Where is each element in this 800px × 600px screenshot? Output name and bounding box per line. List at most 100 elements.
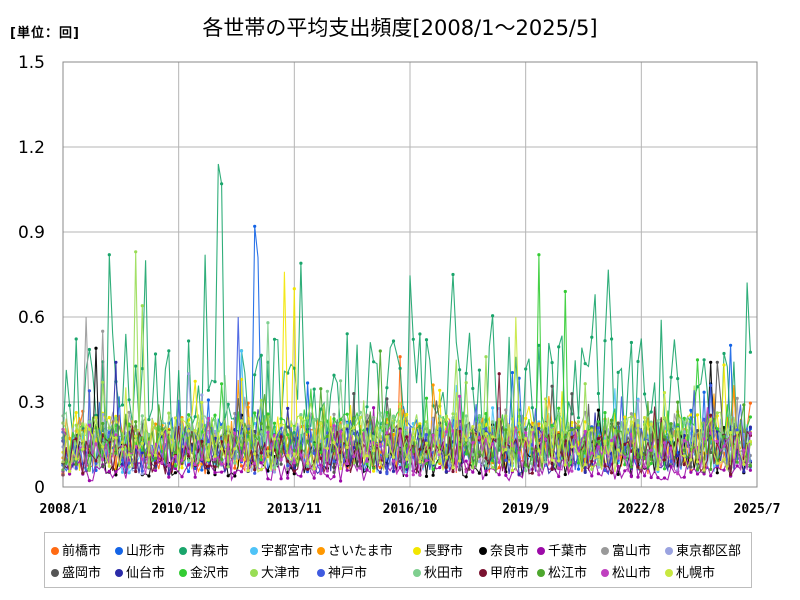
- data-point: [372, 466, 376, 470]
- legend-marker-icon: [601, 547, 609, 555]
- data-point: [220, 382, 224, 386]
- data-point: [464, 381, 468, 385]
- data-point: [424, 474, 429, 478]
- data-point: [259, 398, 263, 402]
- data-point: [497, 372, 501, 376]
- data-point: [187, 458, 191, 463]
- data-point: [411, 473, 415, 477]
- data-point: [596, 472, 601, 476]
- data-point: [134, 420, 138, 424]
- data-point: [524, 463, 528, 467]
- data-point: [180, 458, 184, 462]
- data-point: [378, 349, 382, 353]
- legend-item: 松山市: [601, 562, 651, 581]
- data-point: [173, 466, 177, 471]
- data-point: [127, 422, 131, 426]
- data-point: [220, 470, 224, 474]
- data-point: [629, 412, 634, 416]
- data-point: [676, 377, 680, 381]
- data-point: [385, 386, 389, 390]
- data-point: [748, 439, 753, 443]
- data-point: [583, 462, 587, 467]
- data-point: [729, 472, 733, 476]
- data-point: [583, 429, 587, 434]
- data-point: [365, 420, 369, 424]
- data-point: [477, 436, 481, 440]
- data-point: [114, 433, 118, 437]
- data-point: [517, 472, 521, 476]
- data-point: [339, 379, 343, 383]
- data-point: [220, 457, 224, 461]
- data-point: [385, 472, 389, 476]
- data-point: [94, 416, 98, 420]
- data-point: [339, 418, 343, 422]
- data-point: [742, 462, 746, 466]
- data-point: [160, 427, 164, 431]
- data-point: [424, 458, 429, 463]
- legend-label: 札幌市: [676, 566, 716, 581]
- data-point: [662, 391, 667, 395]
- data-point: [167, 349, 171, 353]
- data-point: [153, 461, 158, 465]
- data-point: [543, 460, 548, 464]
- data-point: [173, 464, 177, 468]
- legend-marker-icon: [115, 547, 123, 555]
- data-point: [213, 465, 217, 469]
- data-point: [101, 465, 105, 469]
- data-point: [424, 433, 429, 437]
- data-point: [722, 363, 726, 367]
- data-point: [669, 465, 673, 469]
- legend-item: 青森市: [179, 540, 229, 559]
- data-point: [372, 360, 376, 364]
- data-point: [517, 451, 521, 455]
- data-point: [576, 426, 581, 430]
- data-point: [557, 345, 561, 349]
- data-point: [187, 463, 191, 467]
- x-tick-label: 2019/9: [502, 502, 549, 517]
- data-point: [213, 418, 217, 422]
- data-point: [729, 415, 733, 419]
- data-point: [213, 380, 217, 384]
- data-point: [187, 429, 191, 433]
- data-point: [246, 424, 250, 428]
- data-point: [537, 449, 541, 453]
- data-point: [365, 468, 369, 472]
- data-point: [596, 437, 601, 441]
- data-point: [120, 470, 125, 474]
- y-tick-label: 0.3: [18, 393, 45, 413]
- data-point: [286, 476, 290, 480]
- data-point: [629, 465, 634, 469]
- data-point: [623, 415, 627, 419]
- data-point: [74, 423, 78, 427]
- data-point: [160, 461, 164, 465]
- y-tick-label: 0.9: [18, 223, 45, 243]
- data-point: [372, 469, 376, 473]
- data-point: [385, 397, 389, 401]
- legend-label: 山形市: [126, 544, 166, 559]
- x-tick-label: 2008/1: [40, 502, 87, 517]
- data-point: [167, 411, 171, 415]
- y-tick-label: 0.6: [18, 308, 45, 328]
- data-point: [524, 437, 528, 441]
- data-point: [299, 445, 303, 449]
- data-point: [530, 428, 534, 432]
- data-point: [504, 473, 508, 477]
- data-point: [140, 304, 144, 308]
- data-point: [114, 360, 118, 364]
- data-point: [576, 416, 581, 420]
- x-tick-label: 2010/12: [151, 502, 206, 517]
- data-point: [451, 466, 455, 470]
- data-point: [471, 470, 475, 474]
- data-point: [742, 448, 746, 452]
- data-point: [233, 447, 237, 451]
- data-point: [497, 460, 501, 464]
- data-point: [477, 471, 481, 475]
- legend-item: 神戸市: [317, 562, 367, 581]
- data-point: [596, 391, 601, 396]
- data-point: [239, 470, 244, 474]
- data-point: [662, 435, 667, 439]
- data-point: [385, 431, 389, 435]
- data-point: [596, 445, 601, 449]
- data-point: [603, 439, 607, 443]
- data-point: [391, 455, 396, 459]
